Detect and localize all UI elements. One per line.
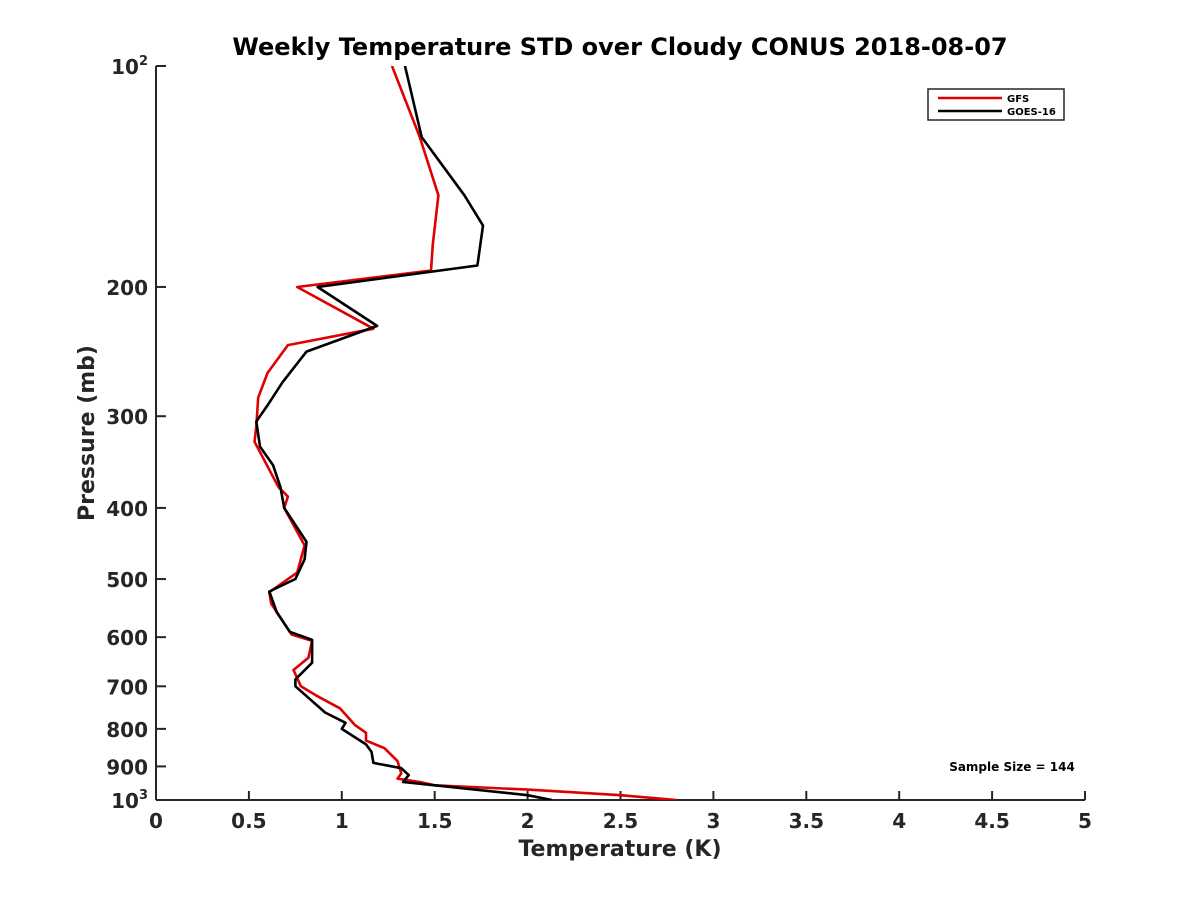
y-tick-label: 500 [106, 568, 148, 592]
legend-label: GFS [1007, 94, 1029, 105]
y-tick-label: 103 [111, 788, 148, 813]
y-tick-label: 800 [106, 718, 148, 742]
y-tick-label: 300 [106, 405, 148, 429]
y-tick-label: 600 [106, 626, 148, 650]
series-line-goes-16 [254, 66, 553, 800]
legend-box [927, 88, 1065, 121]
series-line-gfs [253, 66, 677, 800]
legend: GFS GOES-16 [927, 88, 1065, 121]
x-tick-label: 0 [149, 809, 163, 833]
x-tick-label: 1.5 [417, 809, 452, 833]
y-tick-label: 200 [106, 276, 148, 300]
x-tick-label: 2.5 [603, 809, 638, 833]
legend-label: GOES-16 [1007, 107, 1056, 118]
x-tick-label: 0.5 [231, 809, 266, 833]
chart-title: Weekly Temperature STD over Cloudy CONUS… [232, 33, 1007, 61]
x-tick-label: 3 [706, 809, 720, 833]
x-tick-label: 2 [521, 809, 535, 833]
y-tick-label: 400 [106, 497, 148, 521]
x-tick-label: 4 [892, 809, 906, 833]
x-tick-label: 4.5 [974, 809, 1009, 833]
sample-size-annotation: Sample Size = 144 [949, 760, 1075, 774]
x-tick-label: 5 [1078, 809, 1092, 833]
x-tick-label: 1 [335, 809, 349, 833]
y-tick-label: 700 [106, 675, 148, 699]
y-tick-label: 900 [106, 755, 148, 779]
series-layer [253, 66, 677, 800]
x-tick-label: 3.5 [789, 809, 824, 833]
y-tick-label: 102 [111, 54, 148, 79]
x-axis-label: Temperature (K) [518, 837, 721, 862]
axes: 0 0.5 1 1.5 2 2.5 3 3.5 4 4.5 5 102 200 300 400 500 600 7… [106, 54, 1092, 833]
y-axis-label: Pressure (mb) [75, 345, 100, 521]
